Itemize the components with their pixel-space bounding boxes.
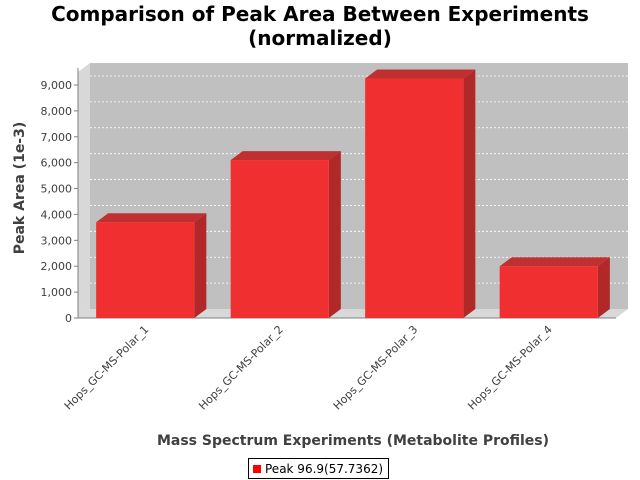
bar-top <box>230 151 341 161</box>
y-tick-label: 6,000 <box>41 157 73 170</box>
bar-top <box>365 69 476 79</box>
bar-side <box>328 151 341 318</box>
legend-swatch <box>253 464 261 473</box>
y-axis-label: Peak Area (1e-3) <box>12 122 28 255</box>
chart-title-line: Comparison of Peak Area Between Experime… <box>51 2 589 26</box>
y-tick-label: 5,000 <box>41 183 73 196</box>
y-tick-label: 8,000 <box>41 105 73 118</box>
plot-floor <box>78 309 628 318</box>
bar <box>499 266 598 318</box>
x-tick-label: Hops_GC-MS-Polar_3 <box>331 323 421 413</box>
bar <box>230 160 329 318</box>
bar-top <box>96 213 207 223</box>
x-tick-label: Hops_GC-MS-Polar_4 <box>465 323 555 413</box>
x-tick-label: Hops_GC-MS-Polar_1 <box>62 323 152 413</box>
legend: Peak 96.9(57.7362) <box>248 458 390 479</box>
bar <box>96 222 195 318</box>
y-tick-label: 2,000 <box>41 260 73 273</box>
y-tick-label: 0 <box>65 312 72 325</box>
y-tick-label: 1,000 <box>41 286 73 299</box>
x-axis-label: Mass Spectrum Experiments (Metabolite Pr… <box>157 433 549 449</box>
bar-top <box>499 257 610 267</box>
bar-side <box>597 257 610 318</box>
bar <box>365 78 464 319</box>
y-tick-label: 4,000 <box>41 208 73 221</box>
chart-subtitle-line: (normalized) <box>248 26 392 50</box>
y-tick-label: 7,000 <box>41 131 73 144</box>
bar-side <box>463 69 476 319</box>
x-tick-label: Hops_GC-MS-Polar_2 <box>196 323 286 413</box>
bar-side <box>194 213 207 318</box>
plot-left-wall <box>78 63 90 318</box>
chart-title: Comparison of Peak Area Between Experime… <box>0 2 640 50</box>
legend-label: Peak 96.9(57.7362) <box>265 461 384 476</box>
y-tick-label: 3,000 <box>41 234 73 247</box>
y-tick-label: 9,000 <box>41 79 73 92</box>
